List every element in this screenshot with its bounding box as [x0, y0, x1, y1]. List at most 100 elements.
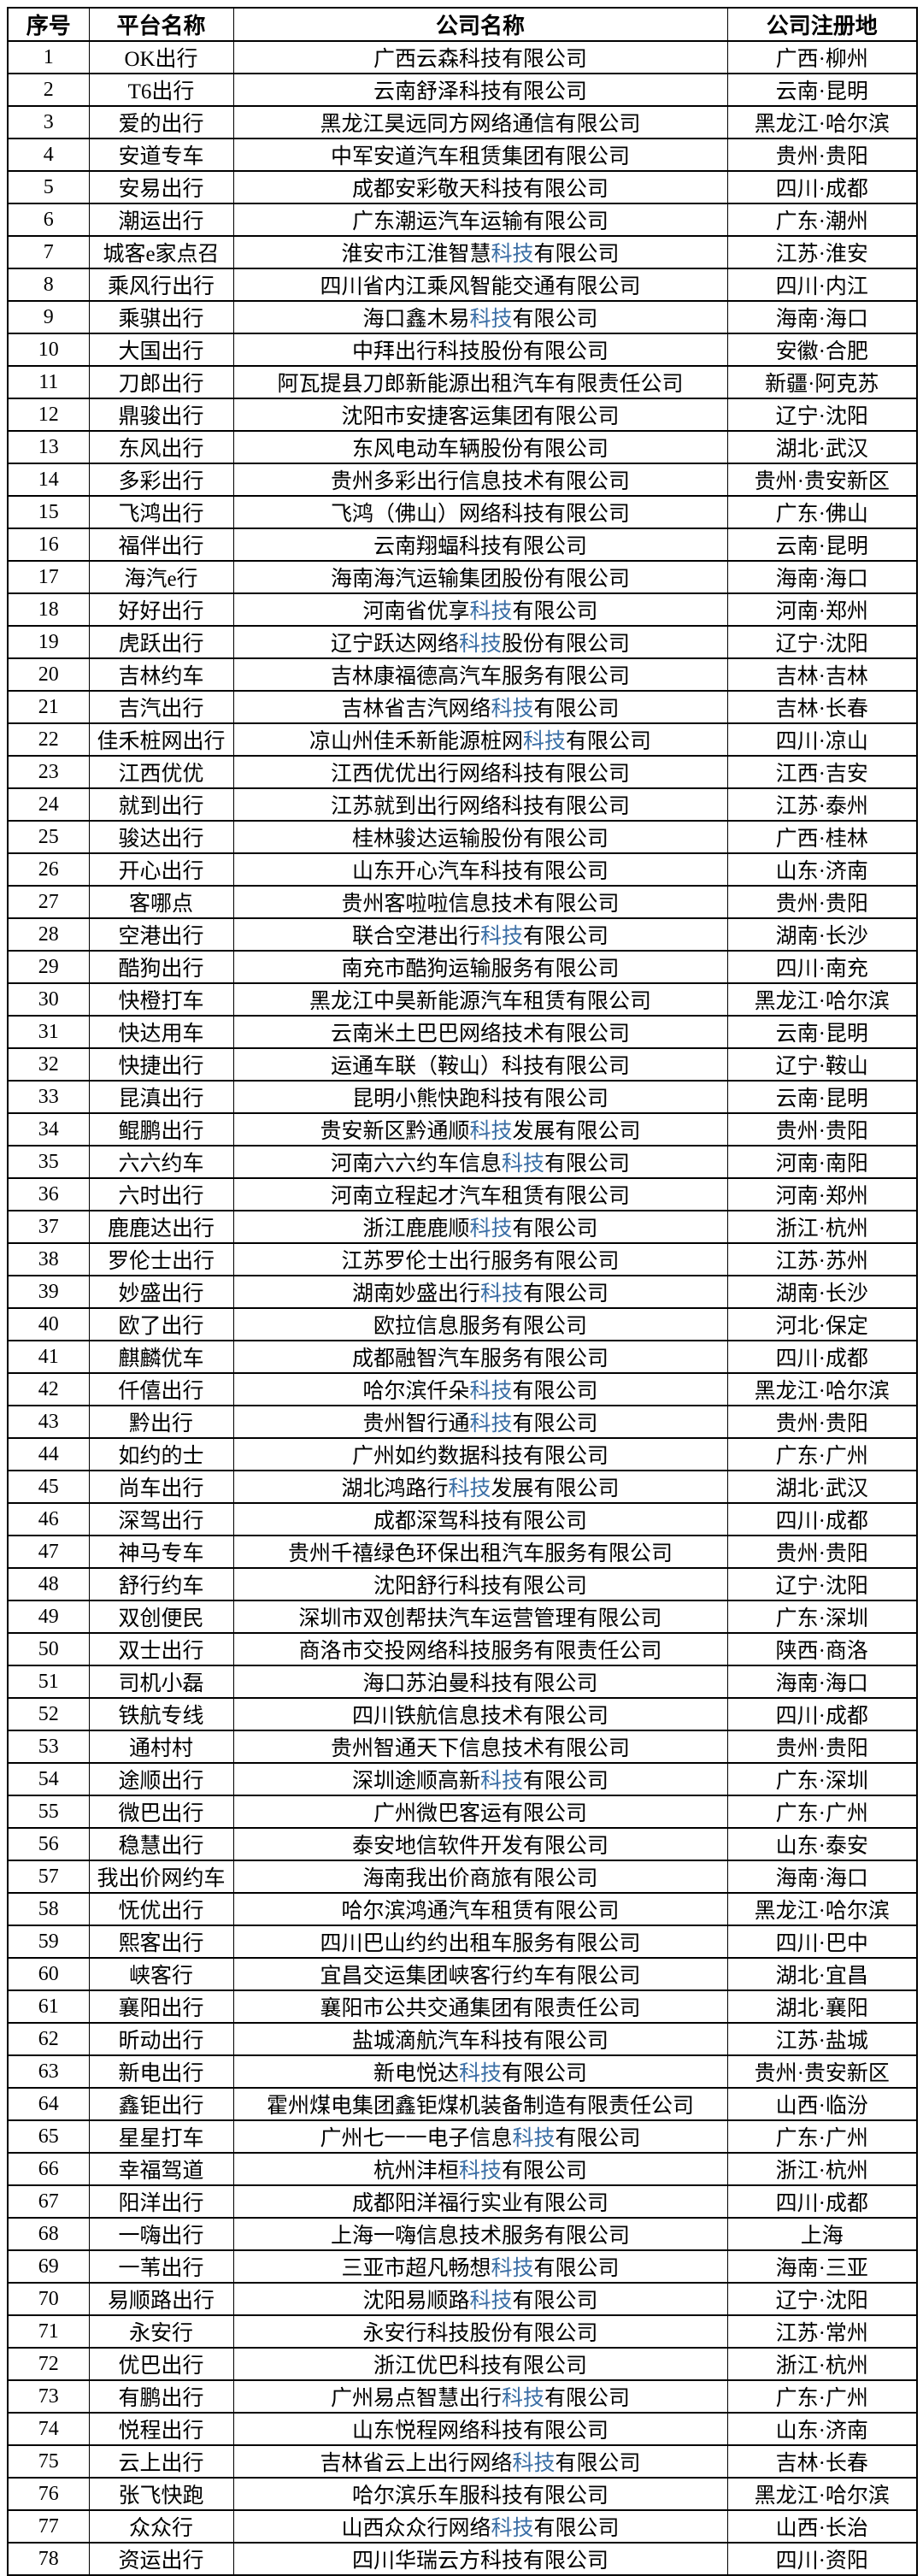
platform-name-cell: 舒行约车 [88, 1567, 234, 1601]
company-name-cell: 商洛市交投网络科技服务有限责任公司 [232, 1632, 728, 1666]
header-row: 序号 平台名称 公司名称 公司注册地 [7, 7, 918, 42]
company-name-cell: 贵安新区黔通顺科技发展有限公司 [232, 1112, 728, 1147]
platform-name-cell: 鼎骏出行 [88, 398, 234, 432]
row-number-cell: 47 [7, 1535, 90, 1569]
registration-location-cell: 辽宁·鞍山 [726, 1047, 918, 1082]
company-name-cell: 湖南妙盛出行科技有限公司 [232, 1275, 728, 1309]
table-row: 19 虎跃出行 辽宁跃达网络科技股份有限公司 辽宁·沈阳 [7, 625, 918, 659]
company-name-cell: 襄阳市公共交通集团有限责任公司 [232, 1989, 728, 2024]
company-name-cell: 海口鑫木易科技有限公司 [232, 300, 728, 334]
company-name-cell: 沈阳易顺路科技有限公司 [232, 2282, 728, 2316]
platform-name-cell: 铁航专线 [88, 1697, 234, 1731]
platform-name-cell: 如约的士 [88, 1437, 234, 1471]
highlighted-term: 科技 [469, 308, 513, 331]
table-row: 44 如约的士 广州如约数据科技有限公司 广东·广州 [7, 1437, 918, 1471]
table-row: 71 永安行 永安行科技股份有限公司 江苏·常州 [7, 2314, 918, 2349]
platform-name-cell: 酷狗出行 [88, 950, 234, 984]
table-row: 72 优巴出行 浙江优巴科技有限公司 浙江·杭州 [7, 2347, 918, 2381]
row-number-cell: 53 [7, 1730, 90, 1764]
row-number-cell: 48 [7, 1567, 90, 1601]
row-number-cell: 69 [7, 2249, 90, 2284]
registration-location-cell: 贵州·贵阳 [726, 1730, 918, 1764]
platform-name-cell: 六时出行 [88, 1177, 234, 1211]
highlighted-term: 科技 [522, 730, 566, 753]
row-number-cell: 13 [7, 430, 90, 464]
table-row: 41 麒麟优车 成都融智汽车服务有限公司 四川·成都 [7, 1340, 918, 1374]
registration-location-cell: 广东·广州 [726, 2379, 918, 2414]
table-row: 33 昆滇出行 昆明小熊快跑科技有限公司 云南·昆明 [7, 1080, 918, 1114]
company-name-cell: 飞鸿（佛山）网络科技有限公司 [232, 495, 728, 529]
platform-name-cell: 鲲鹏出行 [88, 1112, 234, 1147]
platform-name-cell: 途顺出行 [88, 1762, 234, 1796]
table-row: 56 稳慧出行 泰安地信软件开发有限公司 山东·泰安 [7, 1827, 918, 1861]
company-name-cell: 成都阳洋福行实业有限公司 [232, 2184, 728, 2219]
platform-name-cell: 仟僖出行 [88, 1372, 234, 1406]
table-body: 1 OK出行 广西云森科技有限公司 广西·柳州 2 T6出行 云南舒泽科技有限公司 云南·昆明… [7, 40, 918, 2576]
company-name-cell: 河南立程起才汽车租赁有限公司 [232, 1177, 728, 1211]
row-number-cell: 58 [7, 1892, 90, 1926]
table-row: 50 双士出行 商洛市交投网络科技服务有限责任公司 陕西·商洛 [7, 1632, 918, 1666]
registration-location-cell: 贵州·贵阳 [726, 1405, 918, 1439]
table-row: 18 好好出行 河南省优享科技有限公司 河南·郑州 [7, 592, 918, 627]
platform-name-cell: 潮运出行 [88, 203, 234, 237]
registration-location-cell: 山东·济南 [726, 2412, 918, 2446]
table-row: 32 快捷出行 运通车联（鞍山）科技有限公司 辽宁·鞍山 [7, 1047, 918, 1082]
company-name-cell: 盐城滴航汽车科技有限公司 [232, 2022, 728, 2056]
platform-name-cell: 开心出行 [88, 852, 234, 887]
row-number-cell: 55 [7, 1795, 90, 1829]
registration-location-cell: 辽宁·沈阳 [726, 398, 918, 432]
platform-name-cell: 海汽e行 [88, 560, 234, 594]
highlighted-term: 科技 [469, 1120, 513, 1143]
table-row: 53 通村村 贵州智通天下信息技术有限公司 贵州·贵阳 [7, 1730, 918, 1764]
highlighted-term: 科技 [491, 2257, 534, 2280]
platform-name-cell: 一苇出行 [88, 2249, 234, 2284]
table-row: 9 乘骐出行 海口鑫木易科技有限公司 海南·海口 [7, 300, 918, 334]
platform-name-cell: 神马专车 [88, 1535, 234, 1569]
row-number-cell: 20 [7, 657, 90, 692]
row-number-cell: 59 [7, 1925, 90, 1959]
company-name-cell: 霍州煤电集团鑫钜煤机装备制造有限责任公司 [232, 2087, 728, 2121]
company-name-cell: 贵州客啦啦信息技术有限公司 [232, 885, 728, 919]
registration-location-cell: 安徽·合肥 [726, 333, 918, 367]
platform-name-cell: 空港出行 [88, 917, 234, 952]
registration-location-cell: 上海 [726, 2217, 918, 2251]
row-number-cell: 3 [7, 105, 90, 139]
table-row: 54 途顺出行 深圳途顺高新科技有限公司 广东·深圳 [7, 1762, 918, 1796]
table-row: 39 妙盛出行 湖南妙盛出行科技有限公司 湖南·长沙 [7, 1275, 918, 1309]
platform-name-cell: 就到出行 [88, 787, 234, 822]
row-number-cell: 21 [7, 690, 90, 724]
platform-name-cell: 众众行 [88, 2509, 234, 2544]
registration-location-cell: 四川·成都 [726, 1502, 918, 1536]
row-number-cell: 9 [7, 300, 90, 334]
company-name-cell: 江苏罗伦士出行服务有限公司 [232, 1242, 728, 1276]
platform-name-cell: 鑫钜出行 [88, 2087, 234, 2121]
registration-location-cell: 四川·成都 [726, 1340, 918, 1374]
row-number-cell: 32 [7, 1047, 90, 1082]
row-number-cell: 18 [7, 592, 90, 627]
platform-name-cell: 骏达出行 [88, 820, 234, 854]
company-name-cell: 东风电动车辆股份有限公司 [232, 430, 728, 464]
table-row: 3 爱的出行 黑龙江昊远同方网络通信有限公司 黑龙江·哈尔滨 [7, 105, 918, 139]
row-number-cell: 25 [7, 820, 90, 854]
row-number-cell: 46 [7, 1502, 90, 1536]
row-number-cell: 75 [7, 2444, 90, 2479]
company-name-cell: 广州易点智慧出行科技有限公司 [232, 2379, 728, 2414]
row-number-cell: 65 [7, 2119, 90, 2154]
platform-name-cell: T6出行 [88, 73, 234, 107]
registration-location-cell: 河南·郑州 [726, 1177, 918, 1211]
row-number-cell: 42 [7, 1372, 90, 1406]
platform-name-cell: 福伴出行 [88, 528, 234, 562]
registration-location-cell: 山西·长治 [726, 2509, 918, 2544]
platform-name-cell: 云上出行 [88, 2444, 234, 2479]
table-row: 49 双创便民 深圳市双创帮扶汽车运营管理有限公司 广东·深圳 [7, 1600, 918, 1634]
row-number-cell: 77 [7, 2509, 90, 2544]
row-number-cell: 51 [7, 1665, 90, 1699]
platform-name-cell: 城客e家点召 [88, 235, 234, 269]
registration-location-cell: 海南·海口 [726, 1665, 918, 1699]
row-number-cell: 34 [7, 1112, 90, 1147]
platform-name-cell: 妙盛出行 [88, 1275, 234, 1309]
table-row: 35 六六约车 河南六六约车信息科技有限公司 河南·南阳 [7, 1145, 918, 1179]
table-row: 14 多彩出行 贵州多彩出行信息技术有限公司 贵州·贵安新区 [7, 463, 918, 497]
company-name-cell: 河南六六约车信息科技有限公司 [232, 1145, 728, 1179]
header-company-name: 公司名称 [232, 7, 728, 42]
